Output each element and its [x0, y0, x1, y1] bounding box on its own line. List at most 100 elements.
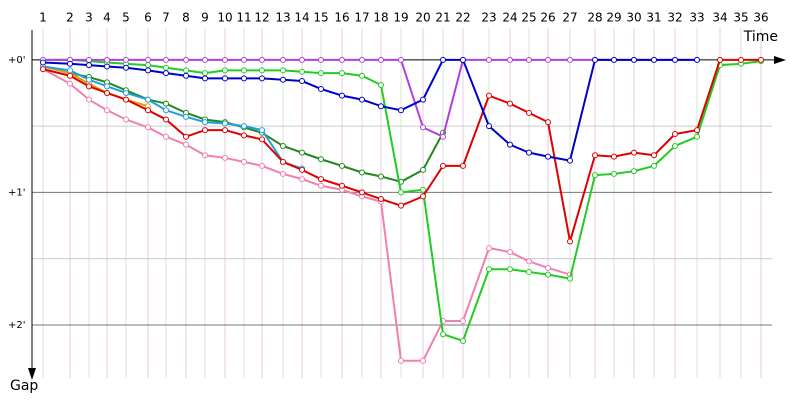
data-point — [420, 186, 426, 193]
x-tick-label: 4 — [103, 11, 111, 25]
data-point — [378, 196, 384, 203]
data-point — [104, 89, 110, 96]
data-point — [280, 56, 286, 63]
data-point — [163, 133, 169, 140]
data-point — [526, 109, 532, 116]
data-point — [672, 131, 678, 138]
data-point — [241, 56, 247, 63]
y-tick-label: +1' — [8, 187, 26, 198]
data-point — [241, 75, 247, 82]
data-point — [163, 64, 169, 71]
data-point — [318, 182, 324, 189]
x-axis-arrow — [774, 56, 786, 64]
data-point — [611, 170, 617, 177]
data-point — [86, 83, 92, 90]
x-tick-label: 10 — [217, 11, 232, 25]
data-point — [420, 96, 426, 103]
x-tick-label: 26 — [540, 11, 555, 25]
x-tick-label: 2 — [66, 11, 74, 25]
data-point — [486, 266, 492, 273]
x-tick-label: 6 — [144, 11, 152, 25]
data-point — [259, 56, 265, 63]
data-point — [420, 193, 426, 200]
data-point — [67, 60, 73, 67]
data-point — [299, 149, 305, 156]
data-point — [507, 141, 513, 148]
x-tick-label: 31 — [646, 11, 661, 25]
x-tick-label: 17 — [354, 11, 369, 25]
data-point — [202, 119, 208, 126]
x-tick-label: 20 — [415, 11, 430, 25]
data-point — [631, 149, 637, 156]
data-point — [339, 182, 345, 189]
data-point — [694, 56, 700, 63]
data-point — [611, 153, 617, 160]
data-point — [339, 162, 345, 169]
x-tick-label: 18 — [373, 11, 388, 25]
marks — [40, 56, 764, 364]
data-point — [526, 268, 532, 275]
data-point — [420, 166, 426, 173]
data-point — [567, 157, 573, 164]
data-point — [86, 56, 92, 63]
x-tick-label: 1 — [39, 11, 47, 25]
data-point — [378, 82, 384, 89]
data-point — [592, 56, 598, 63]
data-point — [318, 56, 324, 63]
data-point — [460, 337, 466, 344]
data-point — [222, 120, 228, 127]
x-tick-label: 9 — [201, 11, 209, 25]
x-tick-label: 3 — [85, 11, 93, 25]
data-point — [123, 89, 129, 96]
data-point — [398, 357, 404, 364]
data-point — [183, 72, 189, 79]
data-point — [299, 166, 305, 173]
data-point — [592, 172, 598, 179]
data-point — [420, 124, 426, 131]
data-point — [86, 76, 92, 83]
data-point — [507, 266, 513, 273]
data-point — [486, 123, 492, 130]
data-point — [672, 142, 678, 149]
data-point — [486, 245, 492, 252]
data-point — [104, 83, 110, 90]
y-tick-label: +2' — [8, 320, 26, 331]
x-tick-label: 33 — [689, 11, 704, 25]
data-point — [259, 136, 265, 143]
x-tick-label: 24 — [502, 11, 517, 25]
data-point — [183, 141, 189, 148]
data-point — [259, 162, 265, 169]
data-point — [526, 56, 532, 63]
data-point — [123, 116, 129, 123]
x-tick-label: 23 — [481, 11, 496, 25]
x-axis-label: Time — [743, 29, 778, 45]
data-point — [145, 56, 151, 63]
data-point — [758, 56, 764, 63]
data-point — [222, 154, 228, 161]
data-point — [545, 264, 551, 271]
data-point — [202, 127, 208, 134]
data-point — [440, 56, 446, 63]
data-point — [378, 56, 384, 63]
x-tick-label: 15 — [313, 11, 328, 25]
data-point — [145, 96, 151, 103]
series-line — [42, 65, 303, 170]
x-tick-label: 28 — [587, 11, 602, 25]
data-point — [359, 72, 365, 79]
data-point — [440, 331, 446, 338]
data-point — [299, 78, 305, 85]
data-point — [163, 100, 169, 107]
data-point — [163, 116, 169, 123]
x-tick-label: 29 — [606, 11, 621, 25]
data-point — [145, 107, 151, 114]
data-point — [145, 124, 151, 131]
data-point — [86, 62, 92, 69]
x-tick-label: 30 — [626, 11, 641, 25]
data-point — [440, 133, 446, 140]
data-point — [123, 56, 129, 63]
data-point — [241, 67, 247, 74]
data-point — [183, 67, 189, 74]
data-point — [202, 152, 208, 159]
data-point — [241, 132, 247, 139]
x-tick-label: 36 — [753, 11, 768, 25]
